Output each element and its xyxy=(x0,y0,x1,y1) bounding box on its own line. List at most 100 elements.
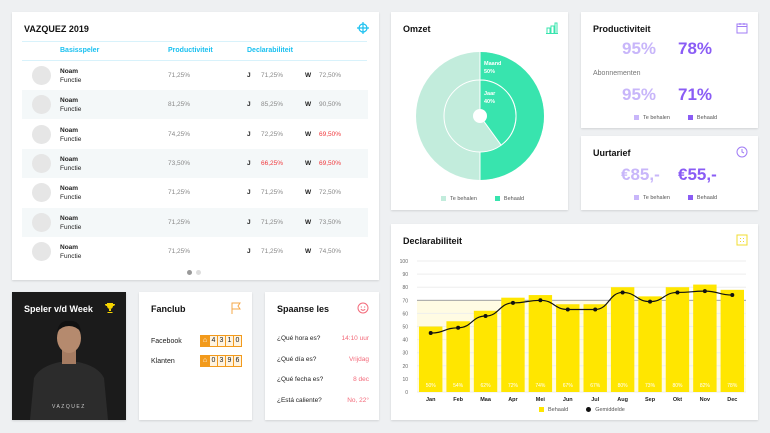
average-point xyxy=(675,290,680,295)
fanclub-label: Klanten xyxy=(151,357,175,365)
crosshair-icon[interactable] xyxy=(357,22,369,34)
rate-target: €85,- xyxy=(621,165,660,184)
counter: ⌂ 4 3 1 0 xyxy=(200,335,242,347)
rate-legend: Te behalen Behaald xyxy=(634,195,717,201)
player-role: Functie xyxy=(60,77,82,84)
table-row[interactable]: Noam Functie 73,50% J 66,25% W 69,50% xyxy=(22,148,368,178)
table-row[interactable]: Noam Functie 81,25% J 85,25% W 90,50% xyxy=(22,90,368,120)
average-point xyxy=(510,300,515,305)
productivity-value: 73,50% xyxy=(168,159,191,167)
counter-digit: 3 xyxy=(217,336,225,346)
y-tick-label: 80 xyxy=(402,285,408,291)
players-title: VAZQUEZ 2019 xyxy=(24,24,89,34)
bar xyxy=(583,304,607,392)
fanclub-card: Fanclub Facebook ⌂ 4 3 1 0 Klanten ⌂ 0 3 9 6 xyxy=(139,292,252,420)
bar xyxy=(556,304,580,392)
bar xyxy=(446,321,470,392)
bar xyxy=(638,296,662,392)
j-label: J xyxy=(247,189,251,197)
abonnementen-label: Abonnementen xyxy=(593,70,641,77)
productivity-value: 71,25% xyxy=(168,72,191,79)
target-zone xyxy=(417,300,746,392)
header-declarabiliteit[interactable]: Declarabiliteit xyxy=(247,47,293,54)
calendar-icon[interactable] xyxy=(736,22,748,34)
w-value: 90,50% xyxy=(319,101,342,109)
flag-icon[interactable] xyxy=(230,302,242,314)
j-label: J xyxy=(247,247,251,255)
chart-title: Declarabiliteit xyxy=(403,236,463,246)
fanclub-item: Facebook ⌂ 4 3 1 0 xyxy=(151,335,242,347)
rate-achieved: €55,- xyxy=(678,165,717,184)
avatar xyxy=(32,212,51,232)
legend-target: Te behalen xyxy=(441,196,477,202)
y-tick-label: 60 xyxy=(402,311,408,317)
player-role: Functie xyxy=(60,164,82,172)
counter-digit: 9 xyxy=(225,356,233,366)
grid-icon[interactable] xyxy=(736,234,748,246)
omzet-card: Omzet Maand 50% Jaar 40% Te behalen Behaal… xyxy=(391,12,568,210)
player-name: Noam xyxy=(60,68,79,75)
x-tick-label: Mei xyxy=(536,397,546,403)
table-row[interactable]: Noam Functie 71,25% J 71,25% W 74,50% xyxy=(22,237,368,266)
x-tick-label: Aug xyxy=(617,397,628,403)
bar-label: 72% xyxy=(508,383,519,389)
table-row[interactable]: Noam Functie 71,25% J 71,25% W 73,50% xyxy=(22,207,368,237)
bar xyxy=(610,287,635,392)
j-label: J xyxy=(247,218,251,226)
spaans-item: ¿Está caliente? No, 22° xyxy=(277,397,369,404)
bar xyxy=(419,326,443,392)
bar xyxy=(665,287,690,392)
j-label: J xyxy=(247,159,251,167)
trophy-icon xyxy=(105,303,115,313)
bar-label: 50% xyxy=(426,383,437,389)
counter-digit: 1 xyxy=(225,336,233,346)
abo-achieved: 71% xyxy=(678,85,713,104)
speler-card[interactable]: VAZQUEZ Speler v/d Week xyxy=(12,292,126,420)
average-point xyxy=(702,289,707,294)
legend-achieved: Behaald xyxy=(494,196,524,202)
avatar xyxy=(32,183,51,203)
table-row[interactable]: Noam Functie 71,25% J 71,25% W 72,50% xyxy=(22,61,368,90)
pagination-dot-active[interactable] xyxy=(187,270,192,275)
w-value: 74,50% xyxy=(319,247,342,255)
bar-label: 80% xyxy=(672,383,683,389)
average-line xyxy=(430,290,733,334)
counter: ⌂ 0 3 9 6 xyxy=(200,355,242,367)
uurtarief-title: Uurtarief xyxy=(593,148,631,158)
table-row[interactable]: Noam Functie 74,25% J 72,25% W 69,50% xyxy=(22,120,368,149)
x-tick-label: Sep xyxy=(645,397,656,403)
chart-legend: Behaald Gemiddelde xyxy=(539,407,625,413)
bar-label: 80% xyxy=(618,383,629,389)
spaans-card: Spaanse les ¿Qué hora es? 14:10 uur ¿Qué d… xyxy=(265,292,379,420)
bar xyxy=(693,284,717,392)
question: ¿Qué hora es? xyxy=(277,335,321,342)
w-value: 69,50% xyxy=(319,159,342,167)
average-point xyxy=(593,307,598,312)
pagination-dot[interactable] xyxy=(196,270,201,275)
counter-digit: 3 xyxy=(217,356,225,366)
outer-label: Maand 50% xyxy=(484,61,502,75)
bar-chart-icon[interactable] xyxy=(546,22,558,34)
bar-label: 74% xyxy=(535,383,546,389)
productivity-value: 81,25% xyxy=(168,101,191,109)
j-value: 71,25% xyxy=(261,189,284,197)
table-row[interactable]: Noam Functie 71,25% J 71,25% W 72,50% xyxy=(22,178,368,207)
bar xyxy=(473,310,498,392)
shirt-text: VAZQUEZ xyxy=(52,404,86,410)
fanclub-label: Facebook xyxy=(151,337,182,345)
header-basisspeler[interactable]: Basisspeler xyxy=(60,47,100,54)
avatar xyxy=(32,124,51,144)
spaans-title: Spaanse les xyxy=(277,304,330,314)
header-productiviteit[interactable]: Productiviteit xyxy=(168,47,213,54)
prod-achieved: 78% xyxy=(678,39,713,58)
player-role: Functie xyxy=(60,135,82,143)
bar-label: 67% xyxy=(563,383,574,389)
average-point xyxy=(620,290,625,295)
player-name: Noam xyxy=(60,126,79,134)
productiviteit-title: Productiviteit xyxy=(593,24,651,34)
smiley-icon[interactable] xyxy=(357,302,369,314)
prod-legend: Te behalen Behaald xyxy=(634,115,717,121)
question: ¿Qué día es? xyxy=(277,355,317,363)
clock-icon[interactable] xyxy=(736,146,748,158)
w-value: 72,50% xyxy=(319,72,342,79)
